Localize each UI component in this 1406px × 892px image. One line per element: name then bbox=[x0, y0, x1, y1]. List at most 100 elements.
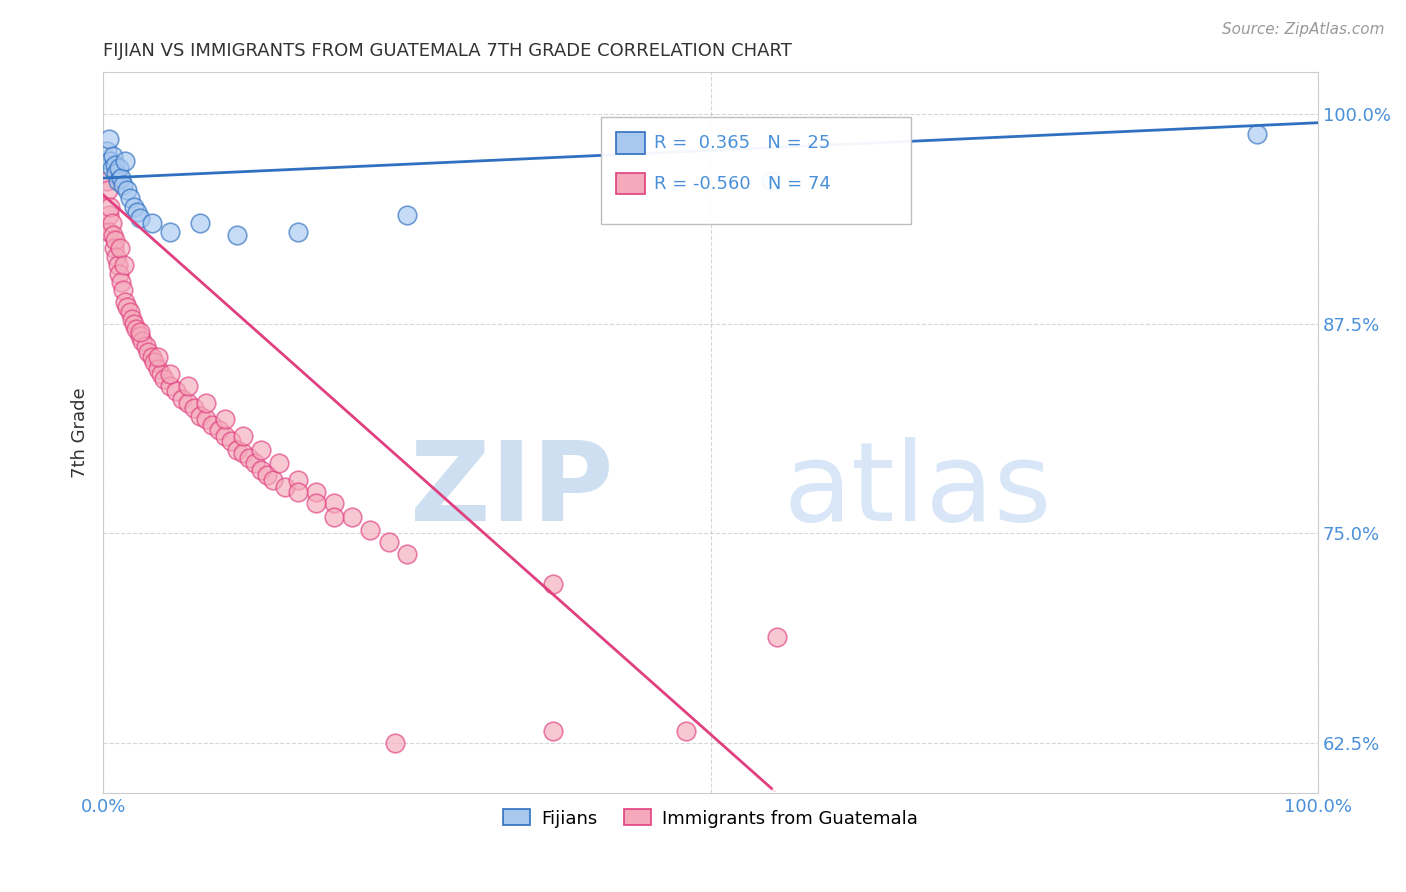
Point bbox=[108, 161, 131, 175]
Point bbox=[111, 178, 134, 192]
Point bbox=[195, 412, 218, 426]
Point bbox=[188, 409, 211, 424]
Point bbox=[122, 317, 145, 331]
Point bbox=[238, 450, 260, 465]
Point bbox=[225, 442, 247, 457]
Point bbox=[114, 295, 136, 310]
Point bbox=[159, 379, 181, 393]
Point bbox=[172, 392, 194, 407]
Point bbox=[214, 412, 236, 426]
Point bbox=[287, 225, 309, 239]
Point bbox=[100, 154, 122, 169]
Point bbox=[269, 456, 291, 470]
Point bbox=[342, 509, 364, 524]
Point bbox=[100, 161, 122, 175]
Point bbox=[97, 183, 120, 197]
Point bbox=[108, 267, 131, 281]
Point bbox=[232, 446, 254, 460]
Point bbox=[131, 334, 153, 348]
Point bbox=[107, 258, 129, 272]
Point bbox=[118, 191, 141, 205]
Text: FIJIAN VS IMMIGRANTS FROM GUATEMALA 7TH GRADE CORRELATION CHART: FIJIAN VS IMMIGRANTS FROM GUATEMALA 7TH … bbox=[103, 42, 792, 60]
Point bbox=[146, 351, 169, 365]
Point bbox=[377, 534, 399, 549]
Point bbox=[262, 473, 284, 487]
Point bbox=[117, 300, 139, 314]
Point bbox=[135, 339, 157, 353]
Point bbox=[274, 479, 297, 493]
Point bbox=[188, 216, 211, 230]
Text: R = -0.560   N = 74: R = -0.560 N = 74 bbox=[654, 175, 831, 194]
Point bbox=[287, 473, 309, 487]
Legend: Fijians, Immigrants from Guatemala: Fijians, Immigrants from Guatemala bbox=[496, 802, 925, 835]
Point bbox=[256, 467, 278, 482]
Point bbox=[101, 228, 124, 243]
Text: R =  0.365   N = 25: R = 0.365 N = 25 bbox=[654, 134, 830, 152]
Point bbox=[136, 345, 159, 359]
Point bbox=[305, 484, 328, 499]
Point bbox=[104, 158, 127, 172]
Point bbox=[541, 724, 564, 739]
Point bbox=[287, 484, 309, 499]
Point bbox=[761, 174, 783, 188]
Point bbox=[201, 417, 224, 432]
Point bbox=[323, 496, 346, 510]
Point bbox=[141, 351, 163, 365]
Point bbox=[165, 384, 187, 398]
Point bbox=[395, 208, 418, 222]
Point bbox=[112, 258, 135, 272]
Point bbox=[128, 328, 150, 343]
Point bbox=[100, 200, 122, 214]
FancyBboxPatch shape bbox=[616, 173, 645, 194]
Point bbox=[232, 429, 254, 443]
Point bbox=[159, 225, 181, 239]
Text: atlas: atlas bbox=[783, 437, 1052, 544]
Point bbox=[1246, 128, 1268, 142]
Point bbox=[114, 154, 136, 169]
Point bbox=[153, 372, 176, 386]
Point bbox=[250, 463, 273, 477]
Point bbox=[243, 456, 266, 470]
Point bbox=[127, 204, 149, 219]
Point bbox=[159, 368, 181, 382]
Point bbox=[323, 509, 346, 524]
Point bbox=[110, 275, 132, 289]
Point bbox=[146, 362, 169, 376]
Point bbox=[105, 250, 128, 264]
Point bbox=[141, 216, 163, 230]
Point bbox=[305, 496, 328, 510]
Point bbox=[98, 225, 121, 239]
Point bbox=[384, 736, 406, 750]
Point bbox=[143, 355, 166, 369]
Point bbox=[104, 233, 127, 247]
Point bbox=[225, 228, 247, 243]
Point bbox=[128, 326, 150, 340]
Point bbox=[219, 434, 242, 449]
Point bbox=[183, 401, 205, 415]
FancyBboxPatch shape bbox=[602, 117, 911, 224]
Point bbox=[766, 631, 789, 645]
Point bbox=[675, 724, 697, 739]
Point bbox=[111, 284, 134, 298]
Point bbox=[121, 311, 143, 326]
Point bbox=[177, 379, 200, 393]
Point bbox=[118, 305, 141, 319]
Point bbox=[98, 132, 121, 146]
Point bbox=[541, 576, 564, 591]
Point bbox=[250, 442, 273, 457]
Point bbox=[195, 395, 218, 409]
Point bbox=[177, 395, 200, 409]
Point bbox=[103, 242, 125, 256]
Text: ZIP: ZIP bbox=[411, 437, 613, 544]
Point bbox=[96, 145, 118, 159]
Point bbox=[125, 322, 148, 336]
Point bbox=[395, 547, 418, 561]
FancyBboxPatch shape bbox=[616, 132, 645, 154]
Y-axis label: 7th Grade: 7th Grade bbox=[72, 388, 89, 478]
Point bbox=[128, 211, 150, 226]
Point bbox=[98, 208, 121, 222]
Point bbox=[108, 242, 131, 256]
Point bbox=[207, 423, 229, 437]
Point bbox=[150, 368, 173, 382]
Point bbox=[105, 166, 128, 180]
